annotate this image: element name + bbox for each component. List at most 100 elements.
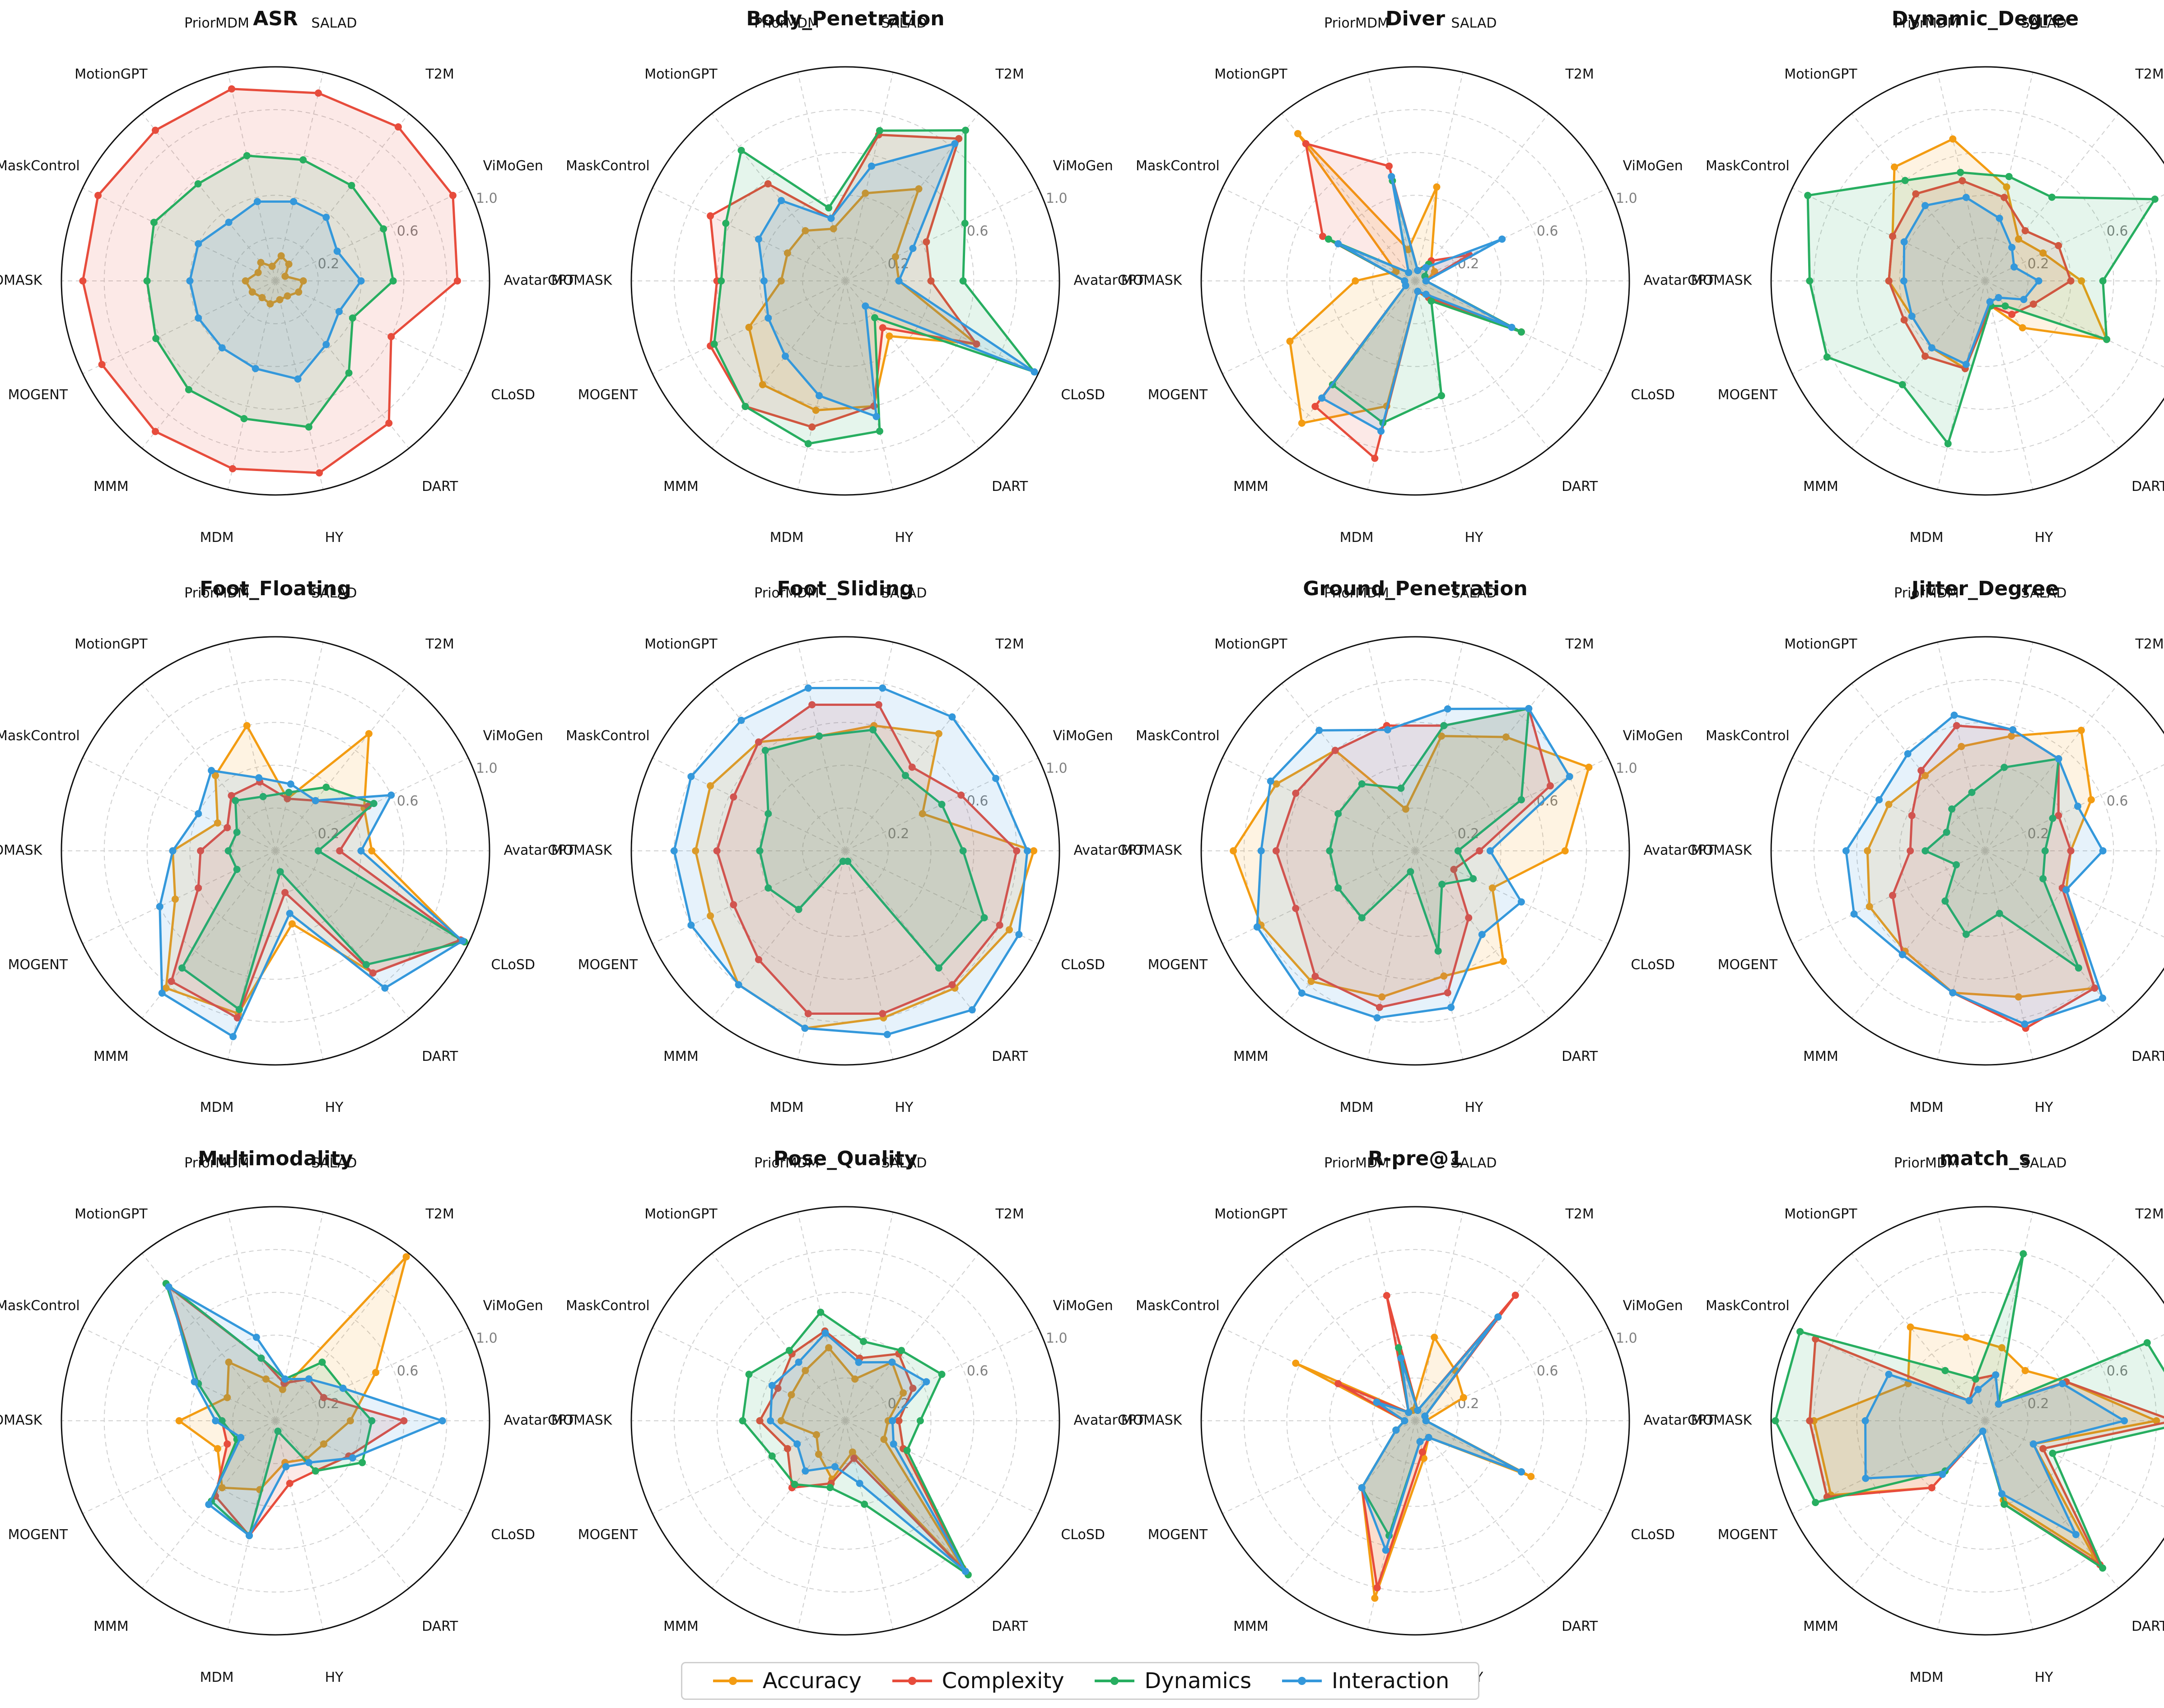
category-label-motiongpt: MotionGPT: [1214, 66, 1287, 82]
legend-item-complexity: Complexity: [891, 1668, 1064, 1694]
category-label-maskcontrol: MaskControl: [1136, 1298, 1220, 1314]
chart-title-dynamic-degree: Dynamic_Degree: [1892, 7, 2079, 30]
grid-spoke: [1367, 850, 1416, 1060]
point-accuracy-vimogen: [900, 1389, 907, 1397]
point-complexity-salad: [314, 89, 322, 97]
point-accuracy-avatargpt: [346, 1417, 354, 1424]
point-accuracy-t2m: [402, 1253, 410, 1260]
category-label-motiongpt: MotionGPT: [1214, 636, 1287, 652]
point-interaction-mdm: [831, 1463, 839, 1470]
radial-tick-label: 0.6: [967, 224, 989, 239]
point-interaction-dart: [961, 1568, 969, 1575]
series-fill-dynamics: [1362, 1317, 1521, 1536]
point-accuracy-mogent: [707, 912, 714, 919]
point-dynamics-vimogen: [380, 225, 387, 233]
grid-spoke: [1851, 850, 1986, 1019]
point-interaction-priormdm: [821, 1329, 829, 1337]
grid-spoke: [1415, 187, 1609, 281]
point-accuracy-mdm: [1378, 993, 1386, 1001]
point-interaction-mmm: [1898, 951, 1906, 958]
point-dynamics-t2m: [2048, 193, 2056, 201]
point-complexity-maskcontrol: [1334, 1380, 1342, 1387]
grid-spoke: [845, 1253, 979, 1421]
category-label-closd: CLoSD: [1631, 387, 1675, 403]
point-complexity-vimogen: [909, 1385, 917, 1392]
category-label-avatargpt: AvatarGPT: [1073, 273, 1145, 289]
point-accuracy-t2m: [2015, 235, 2022, 243]
point-dynamics-priormdm: [1968, 789, 1976, 796]
radial-tick-label: 1.0: [1046, 1330, 1068, 1346]
point-accuracy-dart: [886, 332, 893, 340]
category-label-mdm: MDM: [200, 1670, 234, 1685]
radial-tick-label: 0.6: [397, 793, 419, 809]
point-dynamics-avatargpt: [959, 847, 967, 854]
point-interaction-maskcontrol: [768, 1381, 776, 1389]
point-dynamics-mmm: [1358, 914, 1366, 922]
point-complexity-mogent: [784, 1445, 791, 1452]
point-dynamics-mdm: [826, 1484, 834, 1491]
category-label-closd: CLoSD: [491, 957, 535, 973]
point-interaction-maskcontrol: [1885, 1371, 1893, 1378]
point-interaction-priormdm: [804, 684, 812, 692]
point-interaction-mdm: [1382, 1546, 1390, 1554]
point-dynamics-momask: [1326, 847, 1334, 854]
grid-spoke: [141, 113, 276, 281]
grid-spoke: [1281, 1253, 1416, 1421]
grid-spoke: [1985, 764, 2164, 851]
grid-spoke: [797, 72, 846, 281]
point-interaction-maskcontrol: [755, 235, 762, 243]
point-interaction-momask: [1861, 1417, 1869, 1424]
point-dynamics-mogent: [765, 884, 772, 892]
point-complexity-avatargpt: [1476, 847, 1483, 854]
point-complexity-hy: [286, 1479, 294, 1487]
grid-spoke: [1985, 280, 2033, 490]
point-accuracy-priormdm: [1402, 805, 1409, 813]
point-accuracy-maskcontrol: [1885, 801, 1893, 808]
point-dynamics-mdm: [1407, 868, 1414, 876]
point-dynamics-mdm: [240, 415, 248, 422]
category-label-hy: HY: [895, 530, 914, 546]
category-label-priormdm: PriorMDM: [184, 1155, 249, 1171]
category-label-priormdm: PriorMDM: [754, 1155, 819, 1171]
point-accuracy-maskcontrol: [1392, 268, 1400, 275]
series-fill-dynamics: [147, 155, 393, 427]
point-dynamics-priormdm: [1395, 1344, 1403, 1352]
point-complexity-priormdm: [1953, 722, 1960, 729]
point-dynamics-momask: [143, 277, 151, 285]
point-interaction-t2m: [2008, 243, 2016, 251]
point-interaction-vimogen: [1498, 235, 1506, 243]
point-accuracy-t2m: [935, 730, 942, 737]
series-fill-dynamics: [166, 1283, 372, 1536]
point-interaction-mdm: [1373, 1014, 1381, 1022]
point-accuracy-motiongpt: [1907, 1323, 1914, 1331]
point-accuracy-motiongpt: [1921, 772, 1929, 779]
grid-spoke: [82, 280, 276, 374]
point-interaction-closd: [335, 308, 343, 315]
point-dynamics-hy: [861, 1500, 868, 1508]
category-label-avatargpt: AvatarGPT: [1643, 1413, 1715, 1428]
point-complexity-hy: [850, 1455, 858, 1462]
point-dynamics-mogent: [1812, 1498, 1819, 1506]
category-label-t2m: T2M: [995, 1206, 1024, 1222]
series-fill-dynamics: [1775, 1254, 2164, 1568]
grid-spoke: [1792, 280, 1986, 374]
point-interaction-mogent: [1402, 282, 1409, 289]
point-interaction-priormdm: [1950, 711, 1958, 719]
series-fill-accuracy: [749, 189, 977, 411]
category-label-maskcontrol: MaskControl: [0, 728, 80, 744]
point-dynamics-mogent: [233, 866, 241, 873]
grid-spoke: [275, 187, 469, 281]
point-dynamics-vimogen: [938, 801, 946, 808]
grid-ring: [716, 152, 975, 410]
point-accuracy-avatargpt: [1561, 847, 1569, 854]
category-label-hy: HY: [895, 1100, 914, 1115]
category-label-maskcontrol: MaskControl: [1136, 158, 1220, 174]
category-label-priormdm: PriorMDM: [1894, 1155, 1959, 1171]
legend-item-interaction: Interaction: [1280, 1668, 1449, 1694]
point-interaction-motiongpt: [1921, 202, 1929, 210]
point-accuracy-mogent: [745, 323, 753, 331]
point-complexity-priormdm: [1383, 1292, 1390, 1299]
point-dynamics-mmm: [1898, 381, 1906, 388]
series-fill-complexity: [717, 705, 1017, 1014]
